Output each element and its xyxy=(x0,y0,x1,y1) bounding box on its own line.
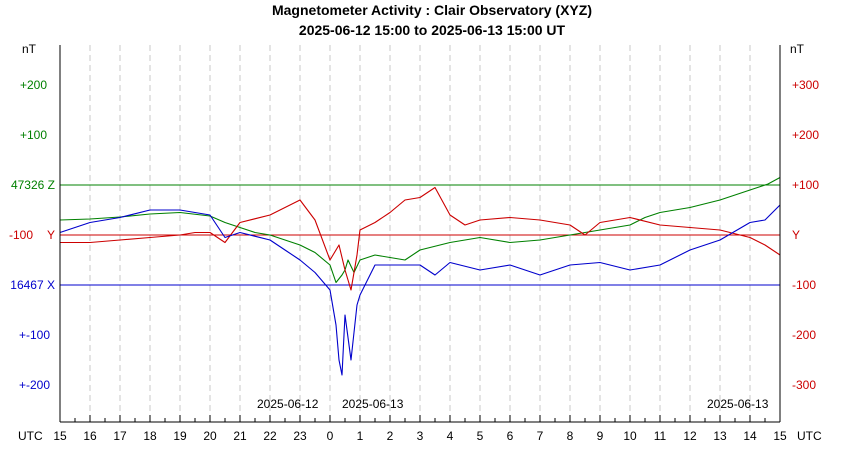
x-tick-label: 14 xyxy=(743,429,757,443)
left-tick-label: -100 xyxy=(9,228,33,242)
series-layer xyxy=(59,177,781,376)
x-tick-label: 12 xyxy=(683,429,697,443)
date-label-start: 2025-06-12 xyxy=(257,397,319,411)
right-tick-label: Y xyxy=(792,228,800,242)
right-tick-label: +100 xyxy=(792,178,819,192)
x-axis-label-left: UTC xyxy=(18,429,43,443)
left-tick-label: 47326 Z xyxy=(11,178,55,192)
chart-subtitle: 2025-06-12 15:00 to 2025-06-13 15:00 UT xyxy=(299,22,566,38)
x-tick-label: 4 xyxy=(447,429,454,443)
axis-layer: 15 16 17 18 19 20 21 22 23 0 1 2 3 4 5 6 7 8 9 10 11 12 13 14 15… xyxy=(9,45,819,443)
chart-title: Magnetometer Activity : Clair Observator… xyxy=(272,2,592,18)
x-tick-label: 6 xyxy=(507,429,514,443)
left-tick-label: +200 xyxy=(20,78,47,92)
x-tick-label: 15 xyxy=(773,429,787,443)
x-tick-label: 10 xyxy=(623,429,637,443)
x-tick-label: 22 xyxy=(263,429,277,443)
right-tick-label: +300 xyxy=(792,78,819,92)
x-tick-label: 18 xyxy=(143,429,157,443)
left-tick-label: +-100 xyxy=(19,328,50,342)
series-line-z xyxy=(59,177,781,284)
x-tick-label: 5 xyxy=(477,429,484,443)
right-tick-label: -300 xyxy=(792,378,816,392)
date-label-midnight: 2025-06-13 xyxy=(342,397,404,411)
date-label-end: 2025-06-13 xyxy=(707,397,769,411)
left-tick-label: 16467 X xyxy=(10,278,55,292)
x-tick-label: 20 xyxy=(203,429,217,443)
right-tick-label: -200 xyxy=(792,328,816,342)
x-tick-label: 23 xyxy=(293,429,307,443)
right-unit-label: nT xyxy=(790,42,805,56)
x-tick-label: 21 xyxy=(233,429,247,443)
right-tick-label: +200 xyxy=(792,128,819,142)
x-tick-label: 2 xyxy=(387,429,394,443)
x-tick-label: 8 xyxy=(567,429,574,443)
left-tick-label: +-200 xyxy=(19,378,50,392)
x-tick-label: 3 xyxy=(417,429,424,443)
left-tick-label: +100 xyxy=(20,128,47,142)
grid-layer xyxy=(89,45,751,422)
right-tick-label: -100 xyxy=(792,278,816,292)
x-tick-label: 11 xyxy=(654,429,667,443)
x-tick-label: 0 xyxy=(327,429,334,443)
x-tick-label: 1 xyxy=(357,429,364,443)
x-tick-label: 15 xyxy=(53,429,67,443)
x-tick-label: 16 xyxy=(83,429,97,443)
x-tick-label: 7 xyxy=(537,429,544,443)
x-axis-label-right: UTC xyxy=(797,429,822,443)
x-tick-label: 9 xyxy=(597,429,604,443)
left-tick-label: Y xyxy=(47,228,55,242)
x-tick-label: 13 xyxy=(713,429,727,443)
left-unit-label: nT xyxy=(22,42,37,56)
series-line-x xyxy=(59,204,781,376)
series-line-y xyxy=(60,186,781,291)
x-tick-label: 17 xyxy=(113,429,127,443)
x-tick-label: 19 xyxy=(173,429,187,443)
